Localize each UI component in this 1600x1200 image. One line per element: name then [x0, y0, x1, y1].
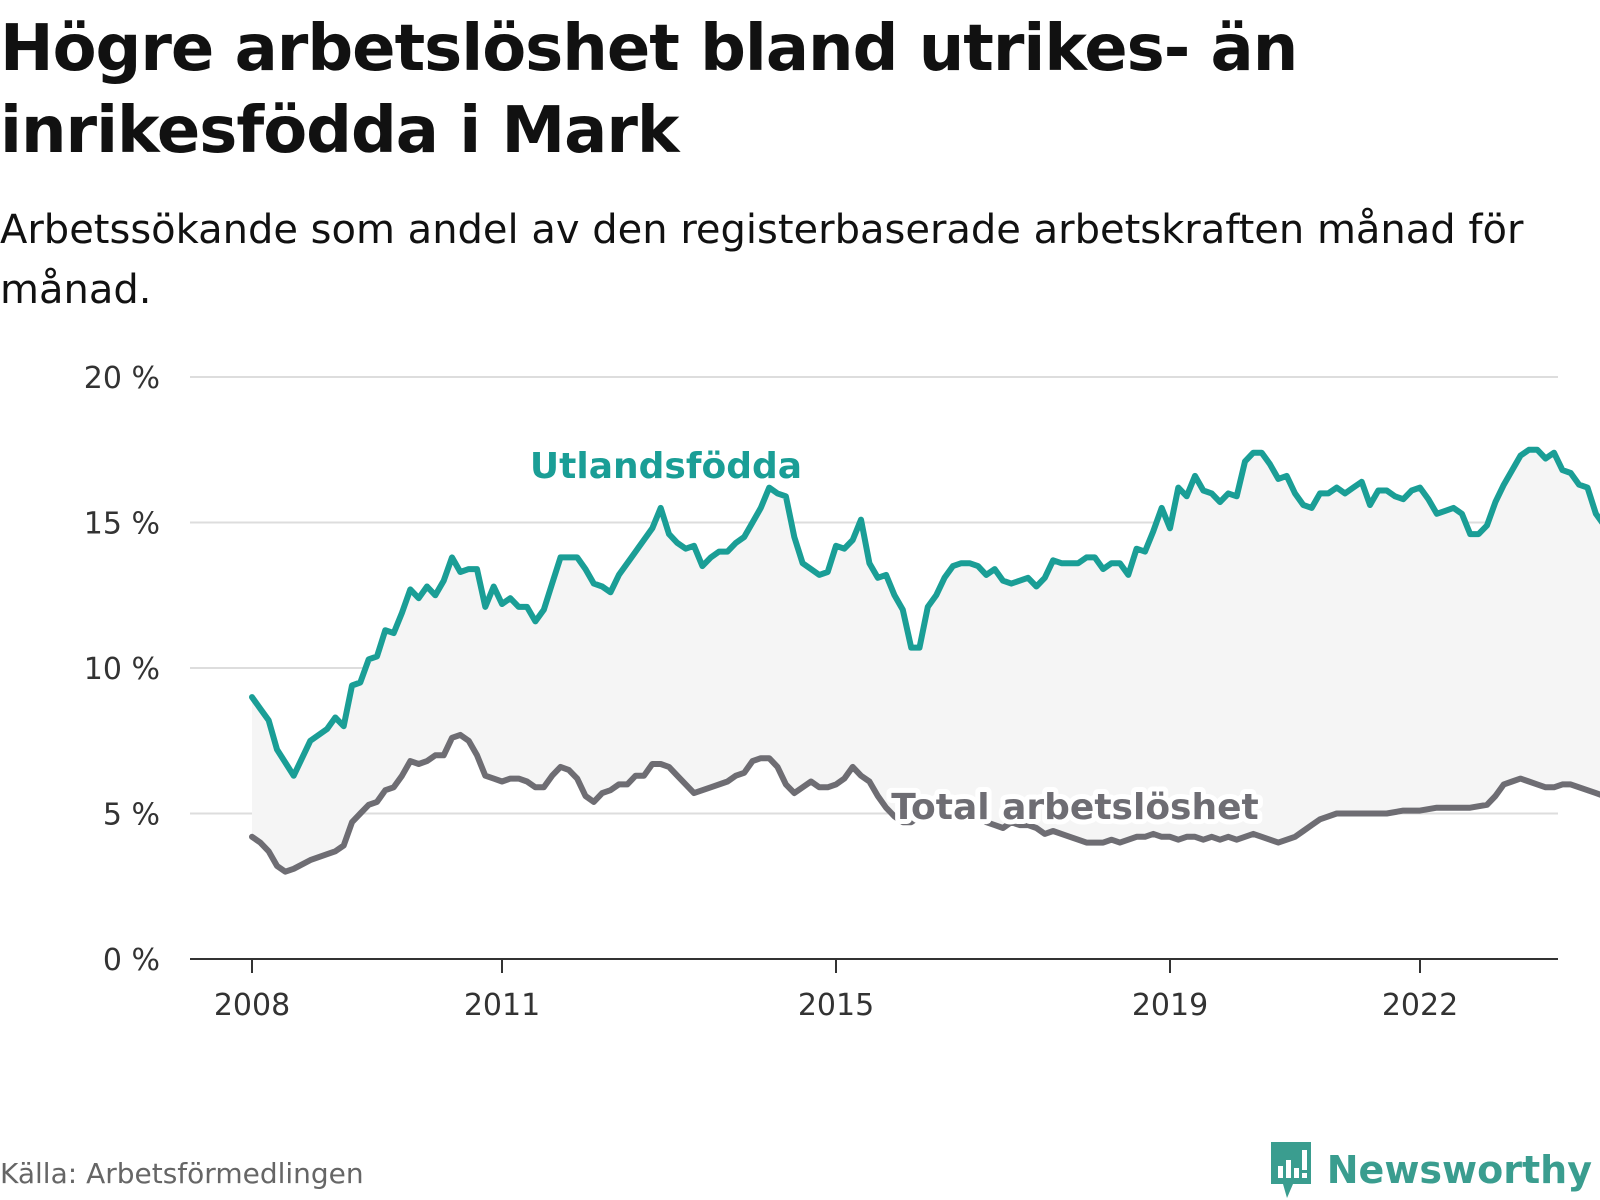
x-tick-label: 2019 [1132, 988, 1208, 1023]
source-note: Källa: Arbetsförmedlingen [0, 1157, 364, 1190]
x-tick-label: 2008 [214, 988, 290, 1023]
y-tick-label: 15 % [84, 507, 160, 542]
x-tick-label: 2022 [1382, 988, 1458, 1023]
y-tick-label: 0 % [103, 943, 160, 978]
newsworthy-logo-icon [1270, 1142, 1311, 1198]
y-tick-label: 5 % [103, 798, 160, 833]
series-label-utlandsfodda: Utlandsfödda [530, 446, 802, 487]
chart-title: Högre arbetslöshet bland utrikes- än inr… [0, 12, 1298, 168]
brand-name: Newsworthy [1326, 1148, 1592, 1192]
range-band [252, 449, 1600, 872]
y-tick-label: 10 % [84, 652, 160, 687]
brand-logo[interactable]: Newsworthy [1269, 1140, 1592, 1200]
series-line-utlandsfodda [249, 446, 1600, 779]
y-axis: 0 % 5 % 10 % 15 % 20 % [84, 361, 160, 978]
series-line-total [249, 731, 1600, 875]
x-tick-label: 2015 [798, 988, 874, 1023]
series-label-total: Total arbetslöshet [891, 787, 1259, 828]
x-tick-label: 2011 [464, 988, 540, 1023]
chart-subtitle: Arbetssökande som andel av den registerb… [0, 207, 1524, 313]
x-axis: 2008 2011 2015 2019 2022 [214, 959, 1458, 1023]
y-tick-label: 20 % [84, 361, 160, 396]
series-lines [249, 446, 1600, 875]
